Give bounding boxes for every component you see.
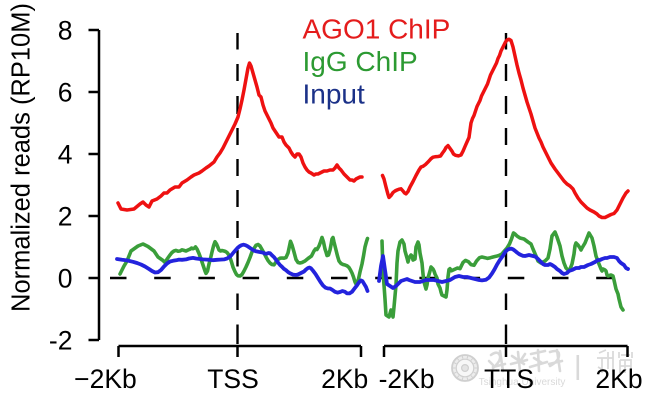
svg-text:6: 6 [58,78,73,108]
svg-text:TSS: TSS [207,364,259,394]
svg-text:0: 0 [58,264,73,294]
svg-text:Normalized reads (RP10M): Normalized reads (RP10M) [8,3,36,312]
svg-text:4: 4 [58,140,73,170]
svg-text:−2Kb: −2Kb [74,364,137,394]
svg-text:IgG ChIP: IgG ChIP [303,46,418,77]
svg-text:-2Kb: -2Kb [379,364,435,394]
svg-text:2Kb: 2Kb [321,364,368,394]
svg-text:8: 8 [58,16,73,46]
svg-text:TTS: TTS [484,364,534,394]
svg-text:AGO1 ChIP: AGO1 ChIP [303,14,451,45]
svg-text:2: 2 [58,202,73,232]
svg-text:2Kb: 2Kb [595,364,642,394]
svg-text:-2: -2 [49,326,73,356]
svg-text:Input: Input [303,79,365,110]
svg-text:Tsinghua University: Tsinghua University [479,377,566,388]
